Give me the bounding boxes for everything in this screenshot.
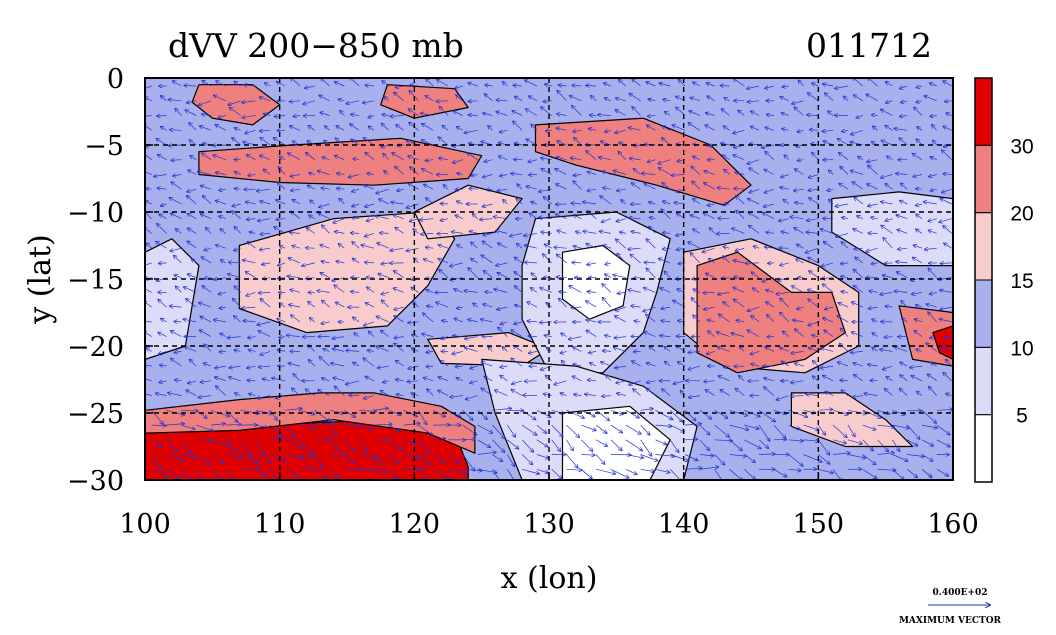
colorbar-bin	[975, 280, 992, 347]
wind-vector	[440, 204, 448, 205]
x-axis: 100 110 120 130 140 150 160	[119, 472, 979, 540]
x-axis-label: x (lon)	[501, 561, 598, 596]
colorbar-tick-label: 10	[1010, 337, 1033, 360]
y-tick-label: −5	[84, 131, 124, 162]
wind-vector	[351, 233, 360, 234]
wind-vector	[586, 86, 596, 87]
colorbar-bin	[975, 78, 992, 145]
wind-vector	[952, 467, 971, 470]
y-tick-label: −30	[67, 466, 124, 497]
wind-vector	[571, 307, 581, 308]
y-tick-label: −25	[67, 399, 124, 430]
chart-title: dVV 200−850 mb	[168, 26, 464, 65]
wind-vector	[247, 380, 255, 381]
x-tick-label: 130	[523, 509, 575, 540]
wind-vector	[716, 233, 729, 234]
y-tick-label: 0	[107, 64, 124, 95]
wind-vector	[152, 425, 166, 426]
x-tick-label: 100	[119, 509, 171, 540]
wind-vector	[685, 439, 698, 440]
wind-vector	[525, 262, 537, 263]
wind-vector	[374, 439, 390, 440]
colorbar-bin	[975, 213, 992, 280]
y-axis: 0 −5 −10 −15 −20 −25 −30	[67, 64, 153, 497]
y-tick-label: −10	[67, 198, 124, 229]
colorbar-bin	[975, 347, 992, 414]
colorbar-tick-label: 15	[1010, 270, 1033, 293]
colorbar-tick-label: 5	[1016, 405, 1028, 428]
y-tick-label: −15	[67, 265, 124, 296]
x-tick-label: 110	[254, 509, 306, 540]
x-tick-label: 150	[793, 509, 845, 540]
date-label: 011712	[806, 26, 932, 65]
wind-vector	[426, 366, 433, 367]
wind-vector	[952, 410, 968, 420]
wind-vector	[196, 440, 212, 441]
colorbar-tick-label: 30	[1010, 135, 1033, 158]
wind-vector	[184, 86, 196, 87]
x-tick-label: 120	[389, 509, 441, 540]
x-tick-label: 160	[927, 509, 979, 540]
wind-vector	[590, 115, 597, 116]
colorbar-bin	[975, 415, 992, 482]
vector-reference-caption: MAXIMUM VECTOR	[899, 616, 1002, 626]
y-tick-label: −20	[67, 332, 124, 363]
y-axis-label: y (lat)	[23, 234, 58, 324]
colorbar-tick-label: 20	[1010, 203, 1033, 226]
wind-vector	[768, 263, 774, 264]
x-tick-label: 140	[658, 509, 710, 540]
wind-vector	[141, 321, 152, 322]
wind-vector	[952, 440, 968, 446]
wind-vector	[676, 336, 685, 337]
wind-vector	[525, 381, 537, 382]
colorbar-bin	[975, 145, 992, 212]
wind-vector	[644, 262, 655, 263]
colorbar: 5 10 15 20 30	[975, 78, 1034, 482]
vector-reference-value: 0.400E+02	[932, 588, 987, 598]
plot-area	[139, 77, 970, 486]
wind-vector	[952, 455, 970, 461]
vector-reference: 0.400E+02 MAXIMUM VECTOR	[899, 588, 1002, 626]
